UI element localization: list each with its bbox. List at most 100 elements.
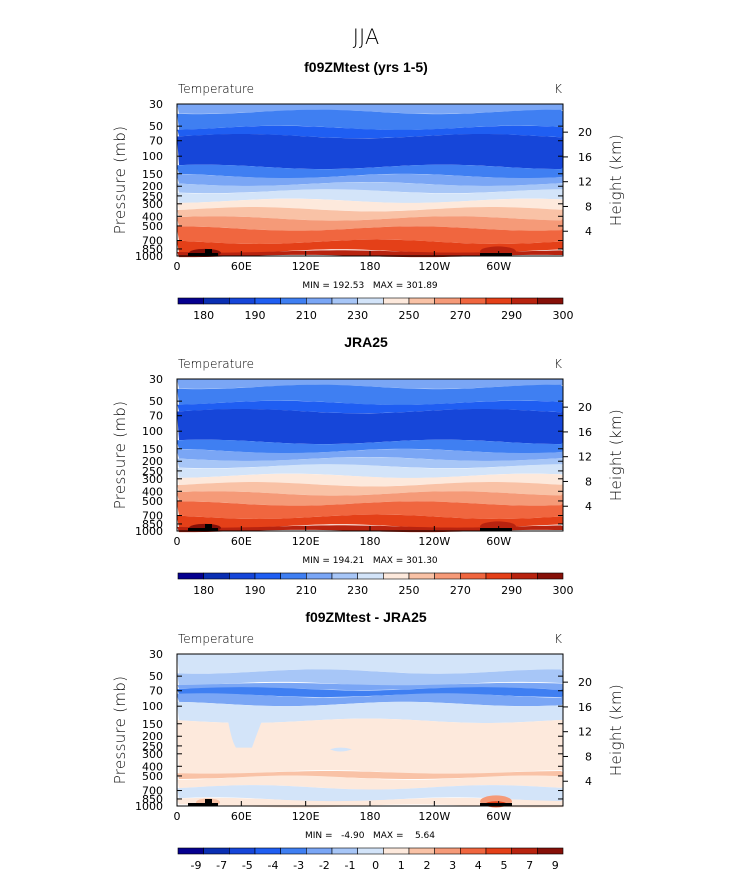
x-tick-label: 180: [360, 810, 381, 823]
contour-band: [177, 400, 563, 414]
contour-band: [177, 216, 563, 231]
colorbar-label: -4: [267, 859, 278, 872]
colorbar-swatch: [306, 297, 333, 305]
y-axis-right: 20 16 12 8 4: [563, 401, 592, 513]
colorbar-swatch: [383, 572, 410, 580]
colorbar-swatch: [280, 297, 307, 305]
y-tick-label: 400: [142, 760, 163, 773]
colorbar: -9 -7 -5 -4 -3 -2 -1 0 1 2 3 4 5 7 9: [177, 847, 564, 872]
contour-band: [177, 682, 563, 691]
y-tick-label: 300: [142, 198, 163, 211]
colorbar-label: 190: [245, 309, 266, 322]
y-tick-label-right: 12: [578, 451, 592, 464]
y-tick-label: 850: [142, 518, 163, 531]
y-tick-label-right: 20: [578, 676, 592, 689]
colorbar-label: 270: [450, 309, 471, 322]
colorbar-swatch: [331, 572, 358, 580]
colorbar-swatch: [485, 847, 512, 855]
x-tick-label: 120E: [292, 810, 320, 823]
min-max-label: MIN = 192.53 MAX = 301.89: [302, 281, 438, 291]
x-tick-label: 60W: [486, 260, 511, 273]
y-tick-label: 1000: [135, 800, 163, 813]
colorbar-label: 7: [526, 859, 533, 872]
colorbar-swatch: [434, 847, 461, 855]
colorbar-label: 290: [501, 584, 522, 597]
contour-band: [177, 654, 563, 674]
x-tick-label: 120W: [418, 260, 450, 273]
colorbar-swatch: [537, 847, 564, 855]
topography: [480, 528, 512, 531]
y-tick-label-right: 20: [578, 401, 592, 414]
x-tick-label: 60E: [231, 260, 252, 273]
x-tick-label: 120E: [292, 535, 320, 548]
colorbar-swatch: [511, 297, 538, 305]
contour-band: [228, 720, 262, 748]
y-axis-title: Pressure (mb): [111, 676, 129, 785]
contour-band: [177, 449, 563, 462]
y-tick-label: 850: [142, 793, 163, 806]
y-axis-title: Pressure (mb): [111, 401, 129, 510]
colorbar-swatch: [357, 297, 384, 305]
colorbar-swatch: [511, 847, 538, 855]
colorbar-label: 290: [501, 309, 522, 322]
colorbar-swatch: [229, 572, 256, 580]
colorbar-swatch: [177, 297, 204, 305]
y-tick-label: 400: [142, 485, 163, 498]
contour-band: [177, 182, 563, 194]
x-tick-label: 180: [360, 260, 381, 273]
colorbar-swatch: [280, 847, 307, 855]
y-tick-label-right: 4: [585, 500, 592, 513]
contour-band: [177, 133, 563, 170]
y-tick-label: 700: [142, 785, 163, 798]
colorbar-swatch: [306, 572, 333, 580]
y-tick-label: 70: [149, 410, 163, 423]
panel-title: f09ZMtest (yrs 1-5): [304, 59, 428, 75]
colorbar-swatch: [434, 297, 461, 305]
contour-band: [177, 198, 563, 212]
x-tick-label: 60E: [231, 810, 252, 823]
y-tick-label-right: 4: [585, 225, 592, 238]
colorbar-label: 250: [399, 584, 420, 597]
contour-band: [177, 226, 563, 244]
y-tick-label: 50: [149, 395, 163, 408]
colorbar-swatch: [306, 847, 333, 855]
variable-label: Temperature: [178, 357, 254, 371]
colorbar-swatch: [485, 572, 512, 580]
x-tick-label: 120W: [418, 810, 450, 823]
y-tick-label: 200: [142, 180, 163, 193]
contour-band: [177, 701, 563, 723]
y-tick-label: 1000: [135, 525, 163, 538]
contour-band: [177, 109, 563, 131]
colorbar-label: 1: [398, 859, 405, 872]
contour-band: [177, 439, 563, 454]
colorbar-label: -2: [319, 859, 330, 872]
units-label: K: [554, 357, 562, 371]
y-tick-label: 200: [142, 730, 163, 743]
y-tick-label: 200: [142, 455, 163, 468]
colorbar-label: 230: [347, 309, 368, 322]
contour-band: [177, 771, 563, 779]
figure-title: JJA: [353, 25, 379, 49]
y-tick-label: 300: [142, 473, 163, 486]
colorbar-swatch: [537, 572, 564, 580]
contour-band: [177, 457, 563, 469]
y-tick-label: 500: [142, 770, 163, 783]
x-tick-label: 120E: [292, 260, 320, 273]
colorbar-swatch: [280, 572, 307, 580]
y-tick-label: 300: [142, 748, 163, 761]
colorbar-swatch: [408, 297, 435, 305]
x-tick-label: 0: [174, 810, 181, 823]
y-tick-label: 1000: [135, 250, 163, 263]
colorbar-label: 2: [423, 859, 430, 872]
x-tick-label: 60W: [486, 810, 511, 823]
colorbar-label: -9: [190, 859, 201, 872]
contour-band: [177, 491, 563, 506]
y-tick-label: 700: [142, 510, 163, 523]
y-tick-label-right: 16: [578, 701, 592, 714]
colorbar-swatch: [254, 847, 281, 855]
colorbar-label: -3: [293, 859, 304, 872]
contour-band: [177, 379, 563, 389]
y-tick-label-right: 4: [585, 775, 592, 788]
